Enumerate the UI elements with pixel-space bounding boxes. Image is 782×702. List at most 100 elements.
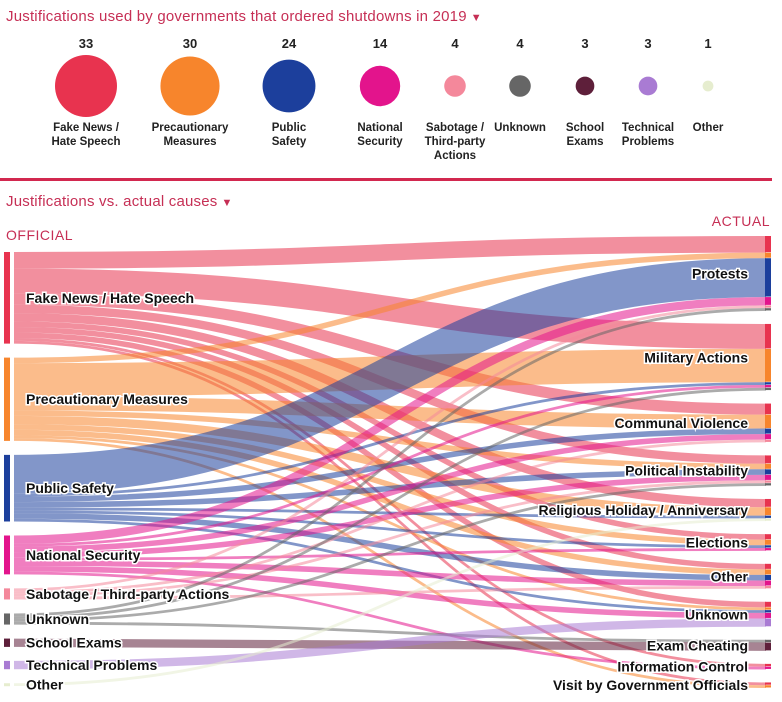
target-bar-segment [765, 483, 771, 486]
target-bar-segment [765, 612, 771, 618]
bubble-chart-title[interactable]: Justifications used by governments that … [6, 8, 482, 25]
bubble-group-precautionary-measures: 30 Precautionary Measures [152, 36, 229, 148]
target-bar-segment [765, 385, 771, 388]
bubble-category-label: Third-party [425, 136, 486, 148]
bubble-category-label: Public [272, 122, 307, 134]
dropdown-caret-icon: ▼ [470, 12, 482, 24]
source-bar-other [4, 683, 10, 687]
bubble-category-label: Exams [566, 136, 603, 148]
target-bar-segment [765, 569, 771, 575]
target-bar-segment [765, 428, 771, 434]
bubble-category-label: Other [693, 122, 724, 134]
source-bar-unknown [4, 613, 10, 625]
flow-sabotage-third-party-actions-to-political-instability [13, 480, 767, 597]
target-bar-segment [765, 439, 771, 442]
bubble-precautionary-measures [160, 56, 220, 116]
source-label-group: Other [25, 675, 66, 694]
bubble-group-sabotage-third-party-actions: 4 Sabotage / Third-party Actions [425, 36, 486, 162]
target-label-religious-holiday-anniversary: Religious Holiday / Anniversary [538, 502, 748, 518]
target-bar-segment [765, 252, 771, 258]
bubble-technical-problems [638, 76, 658, 96]
target-bar-segment [765, 305, 771, 308]
flow-fake-news-hate-speech-to-elections [13, 321, 767, 540]
source-label-group: Technical Problems [25, 656, 159, 675]
bubble-count-label: 3 [644, 36, 651, 51]
bubble-group-other: 1 Other [693, 36, 724, 134]
source-bar-precautionary-measures [4, 357, 10, 441]
source-label-group: School Exams [25, 633, 124, 652]
target-bar-segment [765, 403, 771, 415]
sankey-chart-title[interactable]: Justifications vs. actual causes ▼ [6, 193, 233, 210]
target-bar-segment [765, 534, 771, 540]
bubble-category-label: Safety [272, 136, 307, 148]
bubble-category-label: Security [357, 136, 403, 148]
target-bar-segment [765, 607, 771, 610]
target-label-elections: Elections [686, 535, 748, 551]
bubble-group-national-security: 14 National Security [357, 36, 403, 148]
bubble-chart-title-text: Justifications used by governments that … [6, 8, 467, 25]
source-label-public-safety: Public Safety [26, 480, 114, 496]
flow-public-safety-to-religious-holiday-anniversary [13, 507, 767, 519]
target-bar-segment [765, 434, 771, 440]
source-bar-sabotage-third-party-actions [4, 588, 10, 600]
bubble-category-label: National [357, 122, 402, 134]
sankey-flows [13, 236, 767, 688]
bubble-category-label: Fake News / [53, 122, 120, 134]
flow-public-safety-to-protests [13, 258, 767, 494]
flow-national-security-to-military-actions [13, 385, 767, 547]
bubble-category-label: Problems [622, 136, 674, 148]
target-bar-segment [765, 323, 771, 349]
target-label-military-actions: Military Actions [644, 349, 748, 365]
source-bar-fake-news-hate-speech [4, 252, 10, 344]
bubble-school-exams [575, 76, 595, 96]
flow-other-to-religious-holiday-anniversary [13, 518, 767, 686]
bubble-category-label: Actions [434, 150, 476, 162]
source-label-sabotage-third-party-actions: Sabotage / Third-party Actions [26, 586, 229, 602]
flow-national-security-to-elections [13, 548, 767, 561]
target-bar-segment [765, 463, 771, 469]
target-label-communal-violence: Communal Violence [614, 415, 748, 431]
bubble-count-label: 4 [451, 36, 459, 51]
target-bar-segment [765, 666, 771, 669]
flow-national-security-to-information-control [13, 571, 767, 670]
source-label-group: Fake News / Hate Speech [25, 288, 196, 307]
target-bar-segment [765, 258, 771, 297]
bubble-other [702, 80, 714, 92]
target-label-unknown: Unknown [685, 606, 748, 622]
source-label-unknown: Unknown [26, 611, 89, 627]
source-label-group: National Security [25, 545, 143, 564]
target-bar-segment [765, 480, 771, 483]
target-bar-segment [765, 601, 771, 607]
bubble-unknown [509, 75, 531, 97]
target-bar-segment [765, 685, 771, 688]
source-label-group: Unknown [25, 610, 91, 629]
target-bar-segment [765, 639, 771, 643]
flow-national-security-to-protests [13, 297, 767, 544]
flow-unknown-to-exam-cheating [13, 621, 767, 643]
bubble-category-label: Sabotage / [426, 122, 485, 134]
flow-fake-news-hate-speech-to-protests [13, 236, 767, 269]
flow-unknown-to-military-actions [13, 387, 767, 620]
bubble-category-label: Precautionary [152, 122, 229, 134]
bubble-count-label: 24 [282, 36, 297, 51]
section-divider [0, 178, 772, 181]
bubble-group-unknown: 4 Unknown [494, 36, 546, 134]
dropdown-caret-icon: ▼ [221, 197, 233, 209]
source-label-national-security: National Security [26, 547, 141, 563]
source-label-school-exams: School Exams [26, 635, 122, 651]
target-bar-segment [765, 682, 771, 685]
target-bar-segment [765, 580, 771, 586]
source-bar-public-safety [4, 454, 10, 522]
target-bar-segment [765, 574, 771, 580]
target-bar-segment [765, 455, 771, 464]
target-bar-segment [765, 563, 771, 569]
bubble-count-label: 30 [183, 36, 197, 51]
target-bar-segment [765, 610, 771, 613]
bubble-category-label: Unknown [494, 122, 546, 134]
flow-sabotage-third-party-actions-to-communal-violence [13, 439, 767, 594]
target-label-information-control: Information Control [617, 659, 748, 675]
target-bar-segment [765, 469, 771, 475]
target-bar-segment [765, 518, 771, 521]
flow-precautionary-measures-to-elections [13, 424, 767, 546]
